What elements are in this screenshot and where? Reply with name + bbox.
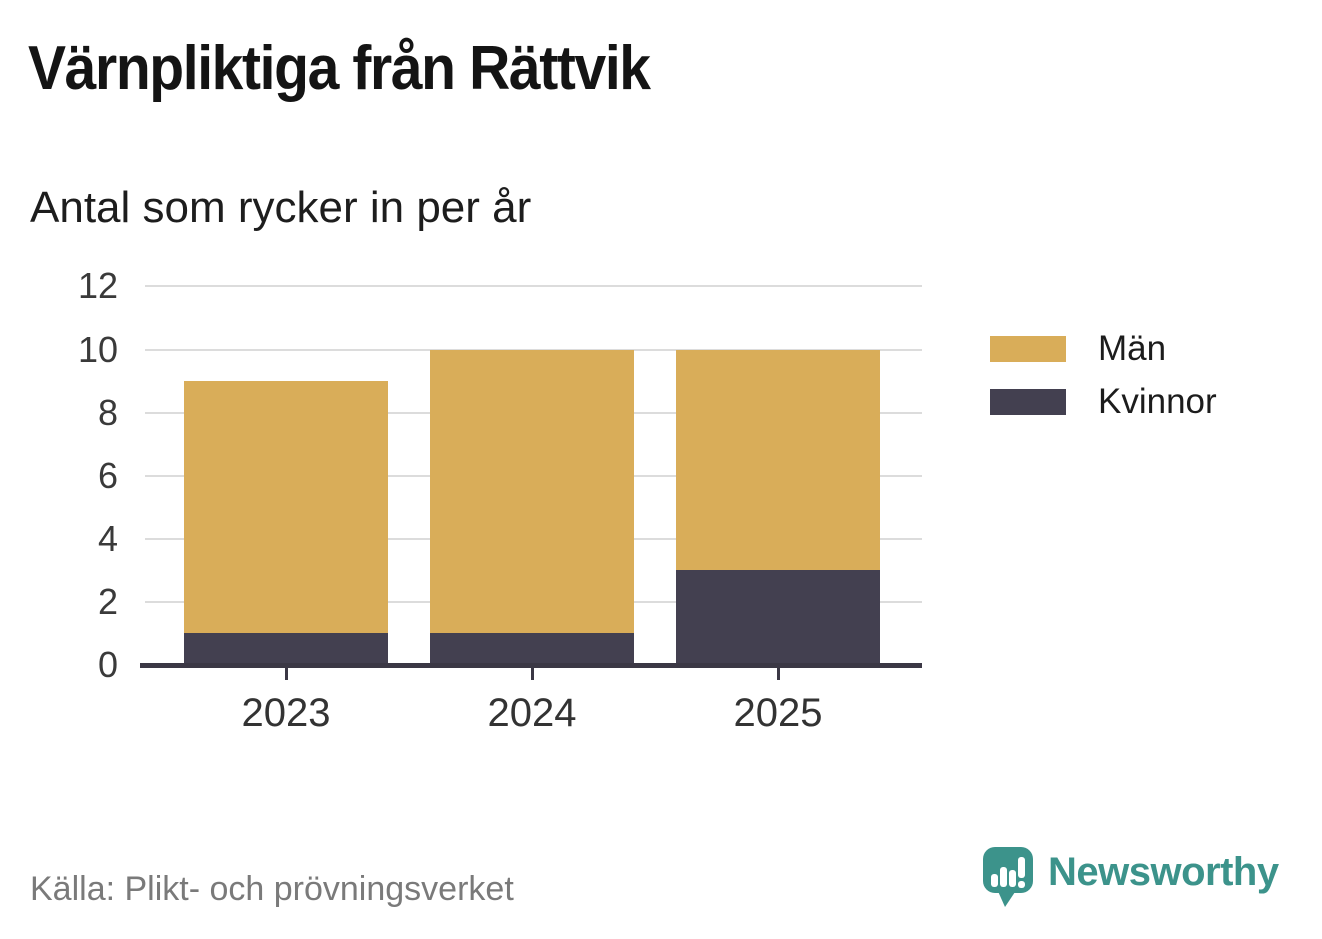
gridline xyxy=(145,285,922,288)
x-axis-tick xyxy=(284,667,288,680)
source-note: Källa: Plikt- och prövningsverket xyxy=(30,870,514,908)
legend-item: Män xyxy=(990,331,1217,366)
page-title: Värnpliktiga från Rättvik xyxy=(28,34,651,103)
bar-segment-kvinnor xyxy=(184,633,388,665)
bar-segment-kvinnor xyxy=(676,570,880,665)
y-axis-tick-label: 0 xyxy=(97,644,118,685)
y-axis-tick-label: 6 xyxy=(97,454,118,496)
bar-segment-män xyxy=(676,349,880,571)
legend-label: Kvinnor xyxy=(1098,382,1217,421)
legend-swatch xyxy=(990,388,1066,415)
y-axis-tick-label: 8 xyxy=(97,391,118,433)
x-axis-tick-label: 2024 xyxy=(487,691,577,735)
bar-segment-kvinnor xyxy=(430,633,634,665)
legend-label: Män xyxy=(1098,329,1167,368)
chart-subtitle: Antal som rycker in per år xyxy=(30,183,532,232)
brand-name: Newsworthy xyxy=(1048,850,1279,894)
x-axis-tick xyxy=(776,667,780,680)
bar-segment-män xyxy=(184,381,388,634)
y-axis-tick-label: 4 xyxy=(97,517,118,559)
bar-segment-män xyxy=(430,349,634,634)
x-axis-tick-label: 2023 xyxy=(241,691,331,735)
y-axis-tick-label: 10 xyxy=(77,328,118,370)
legend-swatch xyxy=(990,335,1066,362)
brand-logo: Newsworthy xyxy=(982,845,1279,907)
x-axis-tick xyxy=(530,667,534,680)
newsworthy-bubble-icon xyxy=(983,847,1033,907)
legend-item: Kvinnor xyxy=(990,384,1217,419)
y-axis-tick-label: 2 xyxy=(97,580,118,622)
x-axis-tick-label: 2025 xyxy=(733,691,823,735)
legend: Män Kvinnor xyxy=(990,331,1217,419)
y-axis-tick-label: 12 xyxy=(77,265,118,307)
x-axis-line xyxy=(140,663,922,668)
